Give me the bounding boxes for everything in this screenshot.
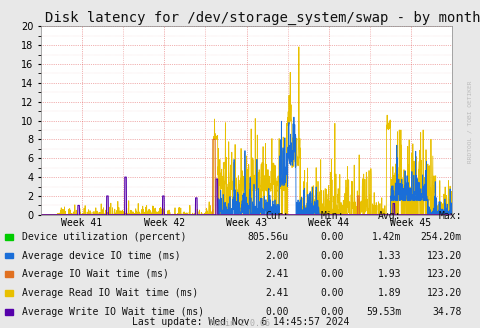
Text: Avg:: Avg:	[377, 212, 401, 221]
Text: Average Read IO Wait time (ms): Average Read IO Wait time (ms)	[22, 288, 197, 298]
Text: 123.20: 123.20	[426, 251, 461, 260]
Text: Average device IO time (ms): Average device IO time (ms)	[22, 251, 180, 260]
Text: 805.56u: 805.56u	[247, 232, 288, 242]
Text: Average IO Wait time (ms): Average IO Wait time (ms)	[22, 269, 168, 279]
Text: 0.00: 0.00	[320, 307, 343, 317]
Text: Min:: Min:	[320, 212, 343, 221]
Text: Last update: Wed Nov  6 14:45:57 2024: Last update: Wed Nov 6 14:45:57 2024	[132, 318, 348, 327]
Text: 2.41: 2.41	[264, 269, 288, 279]
Text: Cur:: Cur:	[264, 212, 288, 221]
Text: Max:: Max:	[437, 212, 461, 221]
Text: 2.41: 2.41	[264, 288, 288, 298]
Text: 1.33: 1.33	[377, 251, 401, 260]
Text: 0.00: 0.00	[320, 251, 343, 260]
Text: 0.00: 0.00	[320, 269, 343, 279]
Text: 1.93: 1.93	[377, 269, 401, 279]
Text: Average Write IO Wait time (ms): Average Write IO Wait time (ms)	[22, 307, 204, 317]
Text: 0.00: 0.00	[320, 232, 343, 242]
Text: 1.89: 1.89	[377, 288, 401, 298]
Text: 59.53m: 59.53m	[366, 307, 401, 317]
Text: 0.00: 0.00	[320, 288, 343, 298]
Text: 123.20: 123.20	[426, 288, 461, 298]
Text: 123.20: 123.20	[426, 269, 461, 279]
Text: 0.00: 0.00	[264, 307, 288, 317]
Text: 2.00: 2.00	[264, 251, 288, 260]
Text: Disk latency for /dev/storage_system/swap - by month: Disk latency for /dev/storage_system/swa…	[45, 11, 480, 25]
Text: RRDTOOL / TOBI OETIKER: RRDTOOL / TOBI OETIKER	[467, 80, 471, 163]
Text: 1.42m: 1.42m	[372, 232, 401, 242]
Text: Munin 2.0.66: Munin 2.0.66	[210, 319, 270, 328]
Text: Device utilization (percent): Device utilization (percent)	[22, 232, 186, 242]
Text: 254.20m: 254.20m	[420, 232, 461, 242]
Text: 34.78: 34.78	[432, 307, 461, 317]
